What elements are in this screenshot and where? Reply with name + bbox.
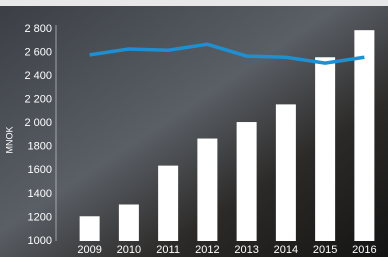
y-tick-label: 1000 bbox=[28, 235, 52, 247]
bar bbox=[80, 216, 100, 241]
y-tick-label: 1600 bbox=[28, 164, 52, 176]
y-tick-label: 1400 bbox=[28, 188, 52, 200]
y-tick-label: 2 800 bbox=[24, 23, 52, 35]
bar bbox=[197, 139, 217, 241]
y-tick-label: 1200 bbox=[28, 211, 52, 223]
x-tick-label: 2013 bbox=[234, 244, 258, 256]
y-tick-label: 2 600 bbox=[24, 46, 52, 58]
y-tick-label: 1800 bbox=[28, 141, 52, 153]
x-tick-label: 2009 bbox=[77, 244, 101, 256]
y-axis-label: MNOK bbox=[4, 127, 14, 154]
y-tick-label: 2 000 bbox=[24, 117, 52, 129]
x-tick-label: 2015 bbox=[313, 244, 337, 256]
x-tick-label: 2012 bbox=[195, 244, 219, 256]
bar bbox=[237, 122, 257, 241]
chart: MNOK 1000 1200 1400 1600 1800 2 000 2 200 2 400… bbox=[0, 0, 388, 257]
x-tick-label: 2016 bbox=[352, 244, 376, 256]
bar bbox=[315, 57, 335, 241]
bar bbox=[276, 104, 296, 241]
x-tick-label: 2010 bbox=[117, 244, 141, 256]
top-band bbox=[0, 0, 388, 6]
bar bbox=[158, 166, 178, 241]
x-tick-label: 2011 bbox=[156, 244, 180, 256]
y-tick-label: 2 200 bbox=[24, 94, 52, 106]
bar bbox=[354, 30, 374, 241]
y-tick-label: 2 400 bbox=[24, 70, 52, 82]
bar bbox=[119, 204, 139, 241]
x-tick-label: 2014 bbox=[274, 244, 298, 256]
